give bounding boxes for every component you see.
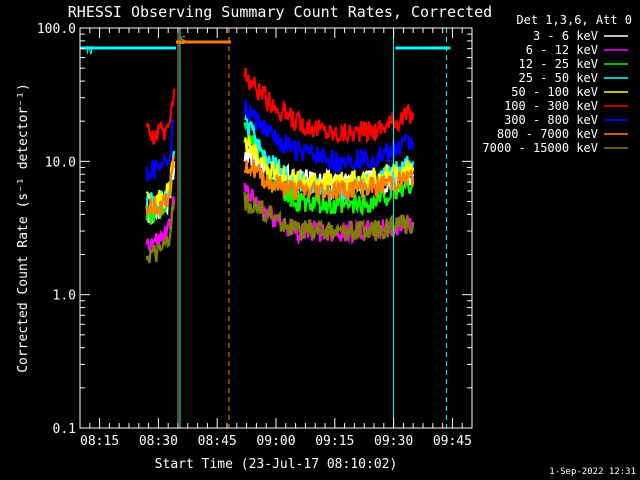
series-line-8-0: [145, 201, 176, 264]
y-tick-label: 100.0: [37, 22, 76, 37]
legend-label-5: 100 - 300 keV: [504, 99, 598, 113]
series-group: [145, 67, 415, 264]
x-tick-label: 09:30: [374, 434, 413, 449]
series-line-7-0: [145, 155, 176, 217]
legend-label-7: 800 - 7000 keV: [497, 127, 598, 141]
legend-label-0: 3 - 6 keV: [533, 29, 598, 43]
series-line-6-1: [243, 100, 415, 174]
x-tick-label: 09:45: [433, 434, 472, 449]
x-tick-label: 08:15: [80, 434, 119, 449]
series-line-1-0: [145, 196, 176, 254]
legend-label-4: 50 - 100 keV: [511, 85, 598, 99]
x-tick-label: 08:30: [139, 434, 178, 449]
x-tick-label: 09:15: [315, 434, 354, 449]
flag-label-1: N: [86, 44, 93, 57]
chart-title: RHESSI Observing Summary Count Rates, Co…: [68, 3, 492, 21]
legend-header: Det 1,3,6, Att 0: [516, 13, 632, 27]
flag-label-0: S: [180, 34, 187, 47]
legend-label-2: 12 - 25 keV: [519, 57, 598, 71]
y-axis-label: Corrected Count Rate (s⁻¹ detector⁻¹): [16, 83, 31, 373]
y-tick-label: 10.0: [45, 155, 76, 170]
x-axis-label: Start Time (23-Jul-17 08:10:02): [155, 457, 398, 472]
x-tick-label: 08:45: [198, 434, 237, 449]
legend-label-6: 300 - 800 keV: [504, 113, 598, 127]
series-line-5-1: [243, 67, 415, 145]
legend-label-1: 6 - 12 keV: [526, 43, 598, 57]
y-tick-label: 0.1: [53, 422, 76, 437]
series-line-6-0: [145, 118, 175, 183]
legend-label-3: 25 - 50 keV: [519, 71, 598, 85]
series-line-4-1: [243, 134, 415, 193]
legend-label-8: 7000 - 15000 keV: [482, 141, 598, 155]
series-line-7-1: [243, 159, 415, 203]
series-line-8-1: [243, 190, 415, 242]
timestamp: 1-Sep-2022 12:31: [549, 467, 636, 477]
series-line-5-0: [145, 88, 176, 145]
y-tick-label: 1.0: [53, 289, 76, 304]
x-tick-label: 09:00: [256, 434, 295, 449]
